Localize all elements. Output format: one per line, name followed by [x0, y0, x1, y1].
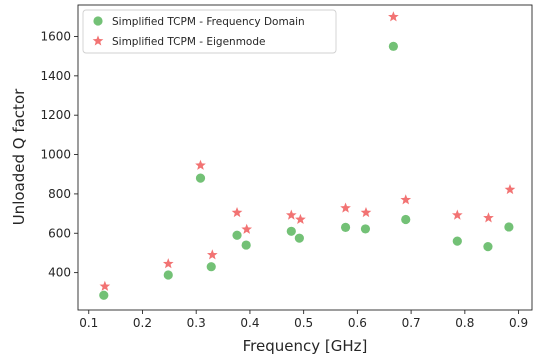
legend-marker-eigenmode — [92, 35, 104, 46]
y-tick-label: 600 — [48, 226, 71, 240]
data-point — [294, 233, 304, 243]
data-point — [162, 258, 174, 269]
legend-box — [82, 9, 337, 54]
legend: Simplified TCPM - Frequency Domain Simpl… — [82, 9, 337, 54]
legend-star-marker — [92, 35, 104, 46]
data-point — [241, 223, 253, 234]
plot-frame — [77, 4, 533, 311]
data-point — [451, 209, 463, 220]
y-axis-label: Unloaded Q factor — [10, 88, 28, 225]
x-tick-label: 0.3 — [187, 316, 206, 330]
legend-label-eigenmode: Simplified TCPM - Eigenmode — [112, 36, 265, 48]
data-point — [340, 222, 351, 232]
data-point — [388, 41, 398, 51]
series-eigenmode — [99, 11, 516, 291]
legend-circle-marker — [93, 16, 103, 26]
x-tick-label: 0.4 — [240, 316, 259, 330]
data-point — [483, 242, 493, 252]
x-tick-label: 0.5 — [294, 316, 313, 330]
data-point — [241, 240, 251, 250]
y-tick-label: 1400 — [40, 69, 71, 83]
data-point — [163, 270, 173, 280]
x-axis-label: Frequency [GHz] — [243, 337, 368, 355]
data-point — [340, 202, 351, 213]
data-point — [360, 207, 372, 218]
data-point — [206, 249, 218, 260]
x-tick-label: 0.1 — [79, 316, 98, 330]
data-point — [285, 209, 297, 220]
legend-marker-frequency-domain — [93, 16, 103, 26]
series-frequency-domain — [99, 41, 514, 300]
data-point — [452, 236, 462, 246]
data-point — [206, 262, 216, 272]
data-point — [360, 224, 371, 234]
data-point — [401, 214, 411, 225]
x-tick-label: 0.2 — [133, 316, 152, 330]
data-point — [195, 159, 206, 170]
data-marks — [99, 11, 516, 300]
data-point — [231, 207, 243, 218]
legend-label-frequency-domain: Simplified TCPM - Frequency Domain — [112, 16, 305, 28]
x-axis: 0.1 0.2 0.3 0.4 0.5 0.6 0.7 0.8 0.9 — [79, 310, 528, 330]
x-tick-label: 0.7 — [402, 316, 421, 330]
x-tick-label: 0.9 — [509, 316, 528, 330]
data-point — [295, 213, 306, 225]
data-point — [99, 280, 111, 291]
y-tick-label: 1200 — [40, 108, 71, 122]
data-point — [504, 222, 514, 232]
plot-area — [77, 4, 533, 311]
data-point — [286, 226, 296, 236]
data-point — [400, 194, 412, 205]
data-point — [232, 230, 242, 240]
data-point — [99, 290, 109, 300]
x-tick-label: 0.6 — [348, 316, 367, 330]
data-point — [388, 11, 399, 22]
data-point — [195, 173, 206, 183]
x-tick-label: 0.8 — [455, 316, 474, 330]
y-axis: 400 600 800 1000 1200 1400 1600 — [40, 29, 78, 280]
y-tick-label: 1600 — [40, 29, 71, 43]
y-tick-label: 400 — [48, 266, 71, 280]
data-point — [483, 212, 494, 223]
y-tick-label: 1000 — [40, 148, 71, 162]
y-tick-label: 800 — [48, 187, 71, 201]
data-point — [504, 183, 516, 195]
